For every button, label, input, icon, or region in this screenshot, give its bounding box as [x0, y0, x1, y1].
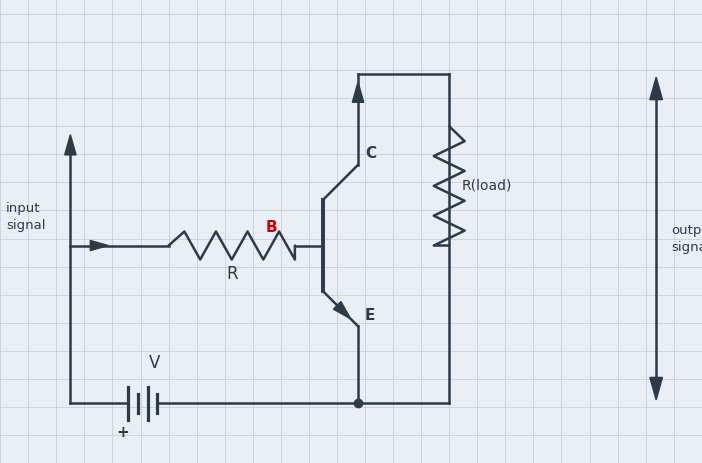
- Polygon shape: [352, 82, 364, 102]
- Polygon shape: [91, 240, 108, 250]
- Text: B: B: [265, 220, 277, 235]
- Text: E: E: [365, 308, 376, 323]
- Text: C: C: [365, 146, 376, 161]
- Text: R: R: [226, 265, 237, 283]
- Polygon shape: [333, 301, 351, 319]
- Text: output
signal: output signal: [672, 224, 702, 254]
- Text: R(load): R(load): [462, 179, 512, 193]
- Polygon shape: [650, 77, 663, 100]
- Text: +: +: [116, 425, 128, 440]
- Text: V: V: [149, 354, 160, 372]
- Text: input
signal: input signal: [6, 202, 46, 232]
- Polygon shape: [65, 135, 76, 155]
- Polygon shape: [650, 377, 663, 400]
